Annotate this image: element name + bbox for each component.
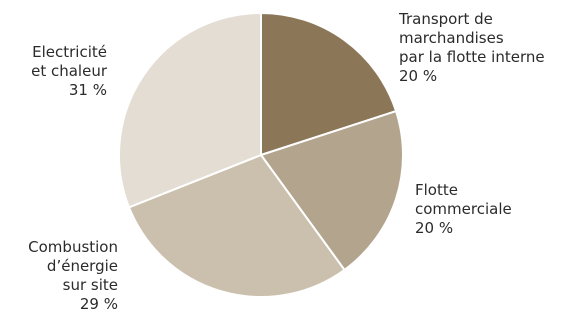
pie-slice-electricite-chaleur — [118, 12, 262, 209]
pie-slice-combustion-energie — [127, 154, 346, 298]
slice-value-label: 31 % — [68, 81, 107, 99]
slice-label-line: par la flotte interne — [399, 48, 545, 66]
slice-label-line: sur site — [62, 276, 118, 294]
slice-label-line: commerciale — [415, 200, 512, 218]
pie-slice-flotte-commerciale — [260, 110, 404, 271]
slice-label-line: Combustion — [28, 238, 118, 256]
slice-value-label: 20 % — [399, 67, 438, 85]
slice-label-line: et chaleur — [31, 62, 107, 80]
slice-label-line: d’énergie — [46, 257, 118, 275]
slice-label-transport-marchandises: Transport de marchandises par la flotte … — [399, 10, 545, 86]
slice-value-label: 20 % — [415, 219, 454, 237]
pie-slice-transport-marchandises — [260, 12, 398, 156]
slice-label-line: Electricité — [32, 43, 107, 61]
slice-value-label: 29 % — [79, 295, 118, 313]
slice-label-electricite-chaleur: Electricité et chaleur 31 % — [31, 43, 107, 100]
slice-label-combustion-energie: Combustion d’énergie sur site 29 % — [28, 238, 118, 314]
slice-label-line: marchandises — [399, 29, 504, 47]
slice-label-line: Transport de — [399, 10, 493, 28]
slice-label-line: Flotte — [415, 181, 458, 199]
slice-label-flotte-commerciale: Flotte commerciale 20 % — [415, 181, 512, 238]
